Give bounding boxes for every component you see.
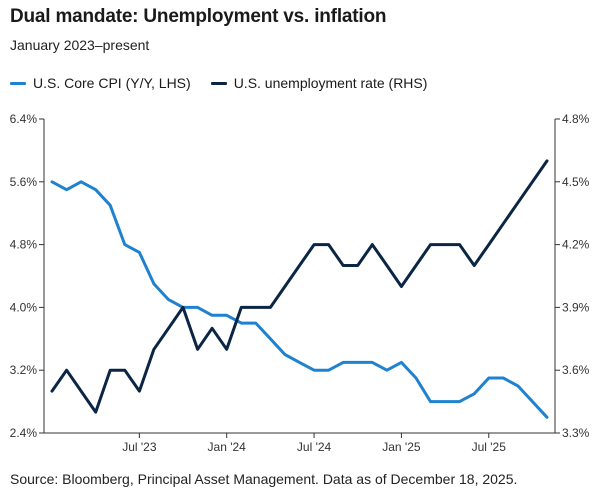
series-lines — [50, 159, 549, 419]
legend-swatch-cpi — [10, 81, 26, 85]
left-axis-tick-label: 6.4% — [10, 112, 38, 126]
right-axis-tick-label: 4.8% — [562, 112, 590, 126]
chart-subtitle: January 2023–present — [10, 37, 150, 53]
legend-label-unemployment: U.S. unemployment rate (RHS) — [233, 75, 428, 91]
legend-item-unemployment: U.S. unemployment rate (RHS) — [210, 75, 428, 91]
legend-label-cpi: U.S. Core CPI (Y/Y, LHS) — [33, 75, 191, 91]
right-axis-tick-label: 3.3% — [562, 426, 590, 440]
x-axis-tick-label: Jul '23 — [122, 440, 157, 454]
chart-title: Dual mandate: Unemployment vs. inflation — [10, 6, 387, 27]
x-axis-tick-label: Jan '25 — [382, 440, 421, 454]
x-axis-tick-label: Jul '24 — [297, 440, 332, 454]
left-axis-tick-label: 4.0% — [10, 300, 38, 314]
series-line-unemployment — [50, 159, 549, 414]
series-line-core-cpi — [50, 180, 549, 419]
left-axis-tick-label: 3.2% — [10, 363, 38, 377]
x-axis-tick-label: Jul '25 — [472, 440, 507, 454]
legend-swatch-unemployment — [210, 81, 227, 85]
left-axis-tick-label: 5.6% — [10, 175, 38, 189]
right-axis-tick-label: 3.9% — [562, 300, 590, 314]
legend-item-cpi: U.S. Core CPI (Y/Y, LHS) — [10, 75, 191, 91]
left-axis-tick-label: 2.4% — [10, 426, 38, 440]
left-axis-tick-label: 4.8% — [10, 238, 38, 252]
legend: U.S. Core CPI (Y/Y, LHS) U.S. unemployme… — [10, 75, 447, 91]
axes: 2.4% 3.2% 4.0% 4.8% 5.6% 6.4% 3.3% 3.6% 3.9% 4.2%… — [10, 112, 590, 454]
source-note: Source: Bloomberg, Principal Asset Manag… — [10, 471, 518, 487]
right-axis-tick-label: 4.5% — [562, 175, 590, 189]
right-axis-tick-label: 4.2% — [562, 238, 590, 252]
right-axis-tick-label: 3.6% — [562, 363, 590, 377]
x-axis-tick-label: Jan '24 — [208, 440, 247, 454]
